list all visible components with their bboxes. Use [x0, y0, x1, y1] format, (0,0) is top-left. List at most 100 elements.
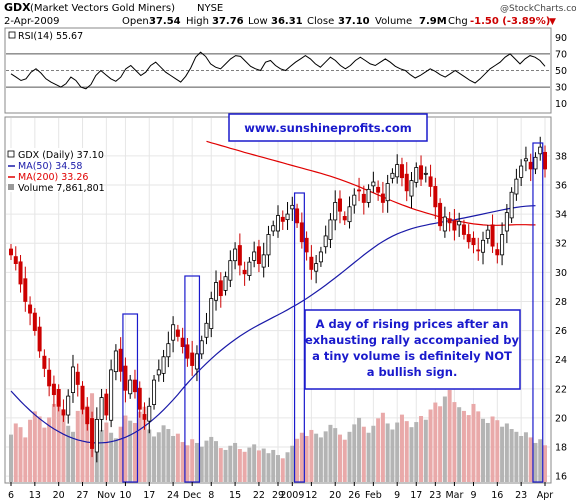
volume-bar [23, 437, 28, 482]
volume-bar [290, 445, 295, 482]
candle-body [352, 194, 357, 206]
candle-body [390, 172, 395, 179]
rsi-tick-label: 90 [555, 33, 567, 44]
volume-bar [175, 433, 180, 482]
high-value: 37.76 [212, 16, 244, 27]
website-box [228, 113, 428, 142]
volume-bar [504, 423, 509, 482]
candle-body [519, 165, 524, 178]
candle-body [271, 225, 276, 232]
volume-bar [380, 412, 385, 482]
candle-body [309, 256, 314, 270]
volume-bar [442, 396, 447, 482]
candle-body [504, 212, 509, 232]
rsi-tick-label: 10 [555, 99, 567, 110]
ma200-legend: MA(200) 33.26 [18, 172, 88, 183]
volume-bar [276, 455, 280, 482]
comment-box [304, 309, 521, 390]
candle-body [42, 355, 47, 369]
candle-body [428, 176, 433, 187]
x-tick-label: 26 [348, 490, 360, 501]
x-tick-label: 16 [491, 490, 503, 501]
candle-body [404, 173, 409, 192]
candle-body [395, 164, 400, 178]
candle-body [80, 385, 85, 410]
volume-bar [70, 431, 75, 482]
candle-body [333, 202, 338, 221]
x-tick-label: 6 [8, 490, 14, 501]
x-tick-label: 13 [29, 490, 41, 501]
volume-bar [9, 434, 13, 482]
candle-body [99, 397, 104, 420]
volume-bar [80, 397, 85, 482]
candle-body [123, 365, 128, 391]
candle-body [204, 322, 209, 338]
volume-bar [180, 442, 185, 482]
volume-bar [75, 410, 80, 482]
volume-bar [185, 445, 190, 482]
candle-body [414, 167, 419, 183]
volume-bar [295, 438, 300, 482]
volume-bar [204, 440, 209, 482]
volume-legend: Volume 7,861,801 [18, 183, 105, 194]
candle-body [66, 395, 71, 416]
volume-bar [228, 445, 233, 482]
candle-body [214, 282, 219, 301]
volume-bar [509, 429, 514, 482]
volume-bar [452, 402, 457, 482]
candle-body [323, 235, 328, 248]
volume-bar [190, 439, 195, 482]
candle-body [256, 246, 261, 265]
candle-body [128, 379, 133, 395]
x-tick-label: 24 [167, 490, 179, 501]
x-tick-label: 29 [272, 490, 284, 501]
exchange: NYSE [197, 3, 223, 14]
volume-bar [376, 418, 381, 482]
candle-body [380, 193, 385, 203]
candle-body [357, 189, 362, 192]
rsi-tick-label: 70 [555, 49, 567, 60]
volume-bar [233, 442, 238, 482]
volume-bar [109, 432, 114, 482]
x-tick-label: 12 [305, 490, 317, 501]
candle-body [199, 340, 204, 355]
volume-bar [485, 422, 490, 482]
volume-bar [85, 405, 90, 482]
candle-body [438, 202, 443, 227]
volume-bar [481, 418, 486, 482]
candle-body [175, 329, 180, 337]
rsi-tick-label: 50 [555, 66, 567, 77]
candle-body [47, 369, 52, 387]
symbol: GDX [4, 1, 31, 14]
volume-bar [461, 410, 466, 482]
candle-body [209, 298, 214, 329]
volume-bar [142, 406, 147, 482]
candle-body [275, 215, 280, 232]
candle-body [376, 186, 381, 193]
chg-label: Chg [448, 16, 468, 27]
candle-body [61, 409, 66, 416]
candle-body [147, 405, 152, 422]
volume-bar [13, 423, 18, 482]
close-value: 37.10 [338, 16, 370, 27]
candle-body [366, 188, 371, 203]
volume-bar [209, 436, 214, 482]
candle-body [32, 312, 37, 331]
volume-bar [123, 415, 128, 482]
candle-body [442, 216, 447, 232]
volume-bar [523, 432, 528, 482]
candle-body [223, 276, 228, 291]
price-tick-label: 24 [555, 355, 567, 366]
volume-bar [318, 437, 323, 482]
open-value: 37.54 [149, 16, 181, 27]
volume-bar [361, 426, 366, 482]
website-text: www.sunshineprofits.com [244, 121, 411, 135]
comment-line: exhausting rally accompanied by [305, 333, 520, 347]
candle-body [228, 260, 233, 281]
chg-value: -1.50 (-3.89%) [470, 16, 550, 27]
volume-bar [514, 431, 519, 482]
price-tick-label: 26 [555, 326, 567, 337]
x-tick-label: Mar [445, 490, 463, 501]
volume-bar [457, 407, 462, 482]
candle-body [51, 383, 56, 396]
